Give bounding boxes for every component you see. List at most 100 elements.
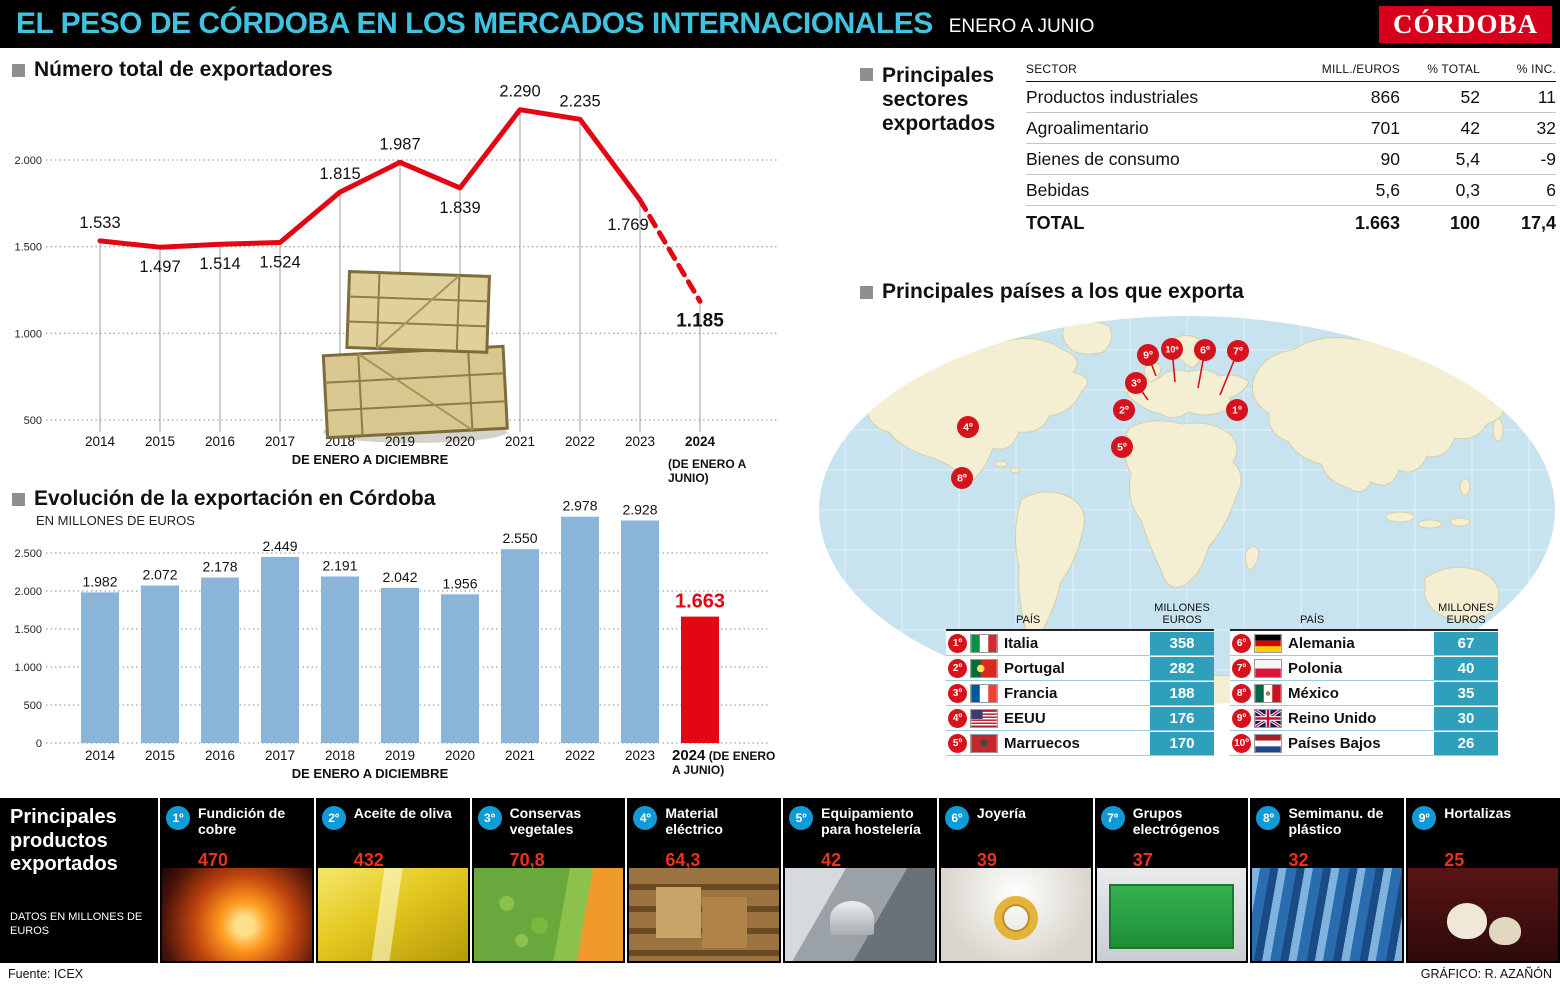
product-name: Equipamiento para hostelería xyxy=(821,805,921,837)
cordoba-logo: CÓRDOBA xyxy=(1378,5,1552,43)
crates-illustration xyxy=(321,269,509,443)
indonesia-2 xyxy=(1417,519,1443,529)
bar xyxy=(441,594,479,743)
x-tick-label: 2019 xyxy=(385,434,415,449)
x-tick-label: 2015 xyxy=(145,434,175,449)
sector-pct-total: 5,4 xyxy=(1455,148,1480,169)
y-tick-label: 0 xyxy=(36,738,42,750)
product-rank-badge: 8º xyxy=(1256,806,1281,830)
x-tick-label: 2023 xyxy=(625,748,655,763)
y-tick-label: 2.000 xyxy=(14,155,42,167)
product-photo-hortalizas xyxy=(1408,868,1559,961)
sector-mill-euros: 701 xyxy=(1370,117,1400,138)
sector-pct-total: 100 xyxy=(1449,212,1480,233)
country-name: Polonia xyxy=(1288,659,1343,677)
country-flag xyxy=(970,633,998,653)
x-tick-label: 2024 xyxy=(685,434,716,449)
point-value-label: 1.185 xyxy=(676,310,724,331)
product-photo-plastico xyxy=(1252,868,1403,961)
y-tick-label: 500 xyxy=(24,700,42,712)
y-tick-label: 1.000 xyxy=(14,662,42,674)
country-flag xyxy=(970,708,998,728)
sectors-title: Principales sectores exportados xyxy=(860,64,1025,136)
sector-pct-inc: 32 xyxy=(1536,117,1556,138)
x-tick-label: 2021 xyxy=(505,748,535,763)
country-rank-badge: 10º xyxy=(1232,733,1251,753)
sectors-table: SECTOR MILL./EUROS % TOTAL % INC. Produc… xyxy=(1026,62,1556,240)
photo-shape xyxy=(371,868,403,961)
country-flag xyxy=(1254,683,1282,703)
svg-text:5º: 5º xyxy=(1117,442,1127,454)
product-value: 42 xyxy=(821,850,842,870)
bar xyxy=(321,576,359,743)
product-name: Conservas vegetales xyxy=(509,805,582,837)
country-flag xyxy=(1254,633,1282,653)
svg-text:7º: 7º xyxy=(1233,346,1243,358)
philippines xyxy=(1459,478,1471,496)
product-value: 432 xyxy=(353,850,384,870)
product-items: 1º Fundición de cobre 470 2º Aceite de o… xyxy=(160,798,1560,963)
sector-pct-total: 42 xyxy=(1460,117,1480,138)
bar-value-label: 1.663 xyxy=(675,591,725,613)
x-tick-label: 2014 xyxy=(85,434,116,449)
products-title: Principales productos exportados xyxy=(10,806,118,876)
product-value: 70,8 xyxy=(509,850,545,870)
period-label: ENERO A JUNIO xyxy=(948,16,1095,37)
country-flag xyxy=(1254,733,1282,753)
photo-shape xyxy=(993,896,1038,941)
photo-shape xyxy=(656,886,702,938)
bullet-icon xyxy=(860,68,873,81)
country-name: Francia xyxy=(1004,684,1058,702)
country-value: 26 xyxy=(1434,731,1498,755)
svg-text:9º: 9º xyxy=(1143,350,1153,362)
country-name: Alemania xyxy=(1288,634,1355,652)
country-name: Portugal xyxy=(1004,659,1065,677)
sector-name: Bienes de consumo xyxy=(1026,148,1180,169)
product-photo-olive xyxy=(317,868,468,961)
product-value: 37 xyxy=(1132,850,1153,870)
bar-value-label: 2.978 xyxy=(562,498,597,514)
country-flag xyxy=(1254,708,1282,728)
point-value-label: 1.815 xyxy=(319,165,360,183)
col-millones-euros: MILLONES EUROS xyxy=(1154,601,1210,627)
flag-germany-icon xyxy=(1254,633,1282,653)
country-flag xyxy=(970,683,998,703)
section-title-text: Principales sectores exportados xyxy=(882,64,996,136)
flag-netherlands-icon xyxy=(1254,733,1282,753)
product-rank-badge: 7º xyxy=(1100,806,1125,830)
product-rank-badge: 9º xyxy=(1412,806,1437,830)
bar-2024-note: 2024 (DE ENERO A JUNIO) xyxy=(672,747,777,778)
product-value: 32 xyxy=(1288,850,1309,870)
country-row: 7º Polonia 40 xyxy=(1230,656,1498,681)
bullet-icon xyxy=(12,492,25,506)
col-pct-total: % TOTAL xyxy=(1427,62,1480,76)
x-tick-label: 2014 xyxy=(85,748,116,763)
map-marker: 6º xyxy=(1194,339,1216,361)
sectors-table-body: Productos industriales 866 52 11 Agroali… xyxy=(1026,82,1556,240)
product-item: 3º Conservas vegetales 70,8 xyxy=(471,798,626,963)
sector-name: TOTAL xyxy=(1026,212,1085,233)
sector-row: Bienes de consumo 90 5,4 -9 xyxy=(1026,144,1556,175)
country-value: 35 xyxy=(1434,681,1498,705)
country-row: 6º Alemania 67 xyxy=(1230,631,1498,656)
sector-pct-total: 52 xyxy=(1460,86,1480,107)
product-item: 7º Grupos electrógenos 37 xyxy=(1094,798,1249,963)
sector-name: Productos industriales xyxy=(1026,86,1199,107)
x-tick-label: 2017 xyxy=(265,748,295,763)
col-pct-inc: % INC. xyxy=(1516,62,1556,76)
country-table-1-5: PAÍS MILLONES EUROS 1º Italia 358 2º Por… xyxy=(946,597,1214,756)
x-tick-label: 2020 xyxy=(445,434,475,449)
sector-mill-euros: 1.663 xyxy=(1354,212,1400,233)
greenland xyxy=(1062,320,1113,355)
section-title-text: Número total de exportadores xyxy=(34,58,333,81)
country-rows: 1º Italia 358 2º Portugal 282 3º Francia… xyxy=(946,631,1214,756)
sector-pct-inc: -9 xyxy=(1540,148,1556,169)
country-value: 67 xyxy=(1434,631,1498,655)
country-rank-badge: 8º xyxy=(1232,683,1251,703)
flag-poland-icon xyxy=(1254,658,1282,678)
map-marker: 3º xyxy=(1125,372,1147,394)
product-value: 25 xyxy=(1444,850,1465,870)
sector-mill-euros: 5,6 xyxy=(1375,179,1400,200)
x-tick-label: 2022 xyxy=(565,748,595,763)
product-name: Grupos electrógenos xyxy=(1132,805,1220,837)
